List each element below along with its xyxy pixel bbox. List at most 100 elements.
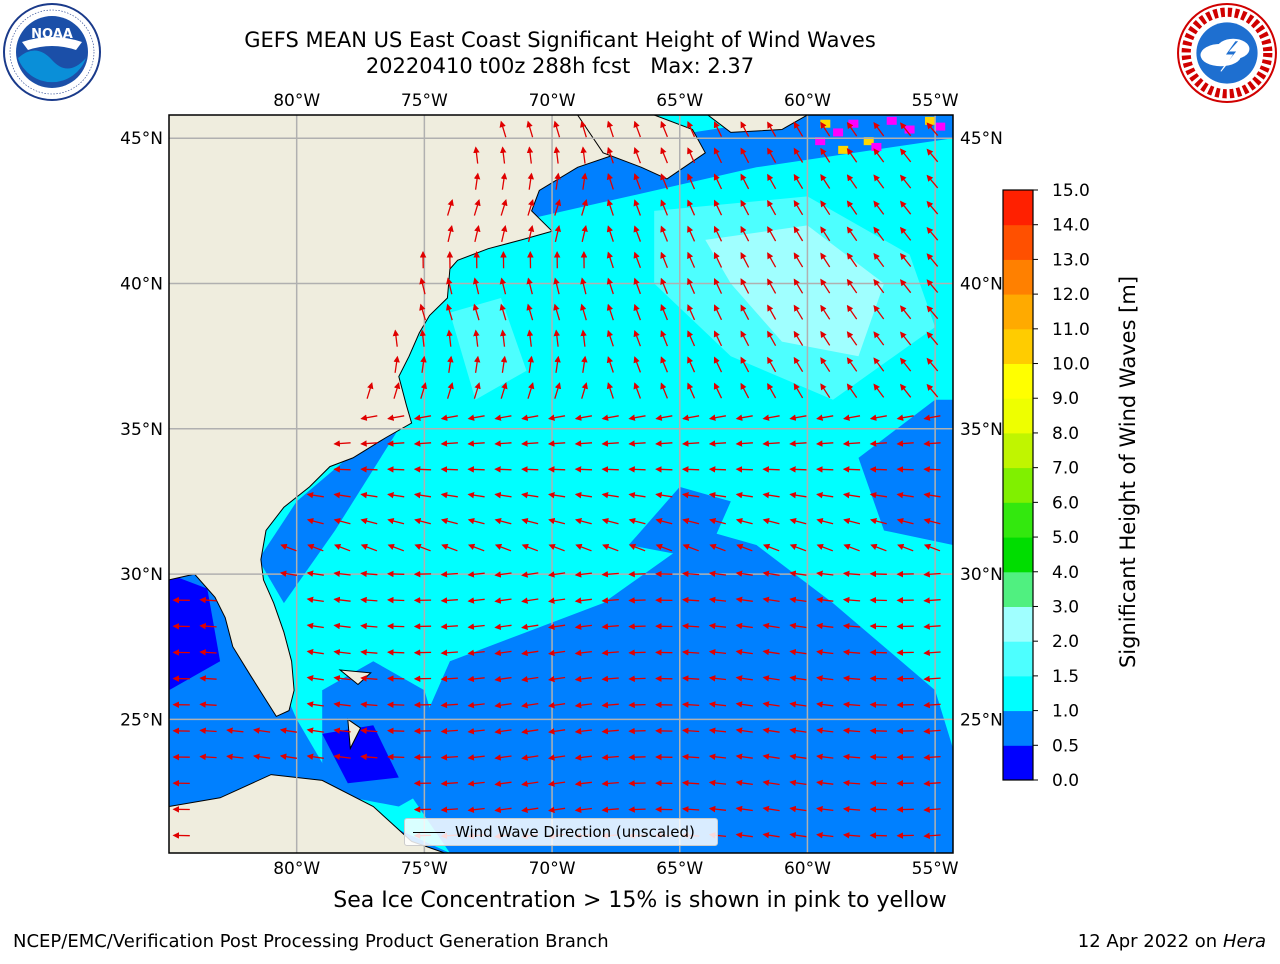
- wave-direction-arrow: [630, 678, 646, 679]
- wave-direction-arrow: [388, 705, 404, 706]
- wave-direction-arrow: [469, 469, 485, 470]
- lon-label-top: 75°W: [401, 91, 448, 111]
- lon-label-bottom: 65°W: [656, 859, 703, 879]
- lat-label-left: 40°N: [120, 275, 163, 295]
- wave-direction-arrow: [737, 469, 753, 470]
- colorbar-segment: [1003, 572, 1033, 607]
- lon-label-bottom: 55°W: [912, 859, 959, 879]
- wave-direction-arrow: [522, 469, 538, 470]
- colorbar-segment: [1003, 190, 1033, 225]
- wave-direction-arrow: [656, 469, 672, 470]
- wave-direction-arrow: [630, 574, 646, 575]
- sea-ice-caption: Sea Ice Concentration > 15% is shown in …: [210, 888, 1070, 913]
- footer-credit: NCEP/EMC/Verification Post Processing Pr…: [13, 931, 609, 952]
- lon-label-bottom: 80°W: [273, 859, 320, 879]
- lon-label-top: 65°W: [656, 91, 703, 111]
- wave-direction-arrow: [630, 469, 646, 470]
- colorbar-segment: [1003, 745, 1033, 780]
- colorbar-segment: [1003, 676, 1033, 711]
- wave-direction-arrow: [871, 600, 887, 601]
- wave-direction-arrow: [630, 757, 646, 758]
- sea-ice-cell: [871, 143, 881, 151]
- wave-direction-arrow: [630, 652, 646, 653]
- legend-label: Wind Wave Direction (unscaled): [455, 819, 695, 845]
- sea-ice-cell: [838, 146, 848, 154]
- wave-direction-arrow: [925, 469, 941, 470]
- colorbar-tick-label: 10.0: [1052, 355, 1090, 375]
- wave-direction-arrow: [388, 626, 404, 627]
- wave-direction-arrow: [362, 469, 378, 470]
- legend-line-sample: [413, 832, 445, 833]
- wave-direction-arrow: [710, 469, 726, 470]
- colorbar-tick-label: 1.0: [1052, 702, 1079, 722]
- colorbar: 0.00.51.01.52.03.04.05.06.07.08.09.010.0…: [1003, 181, 1090, 791]
- lat-label-left: 30°N: [120, 565, 163, 585]
- wave-direction-arrow: [630, 626, 646, 627]
- wave-direction-arrow: [603, 469, 619, 470]
- sea-ice-cell: [925, 117, 935, 125]
- wave-direction-arrow: [871, 574, 887, 575]
- lat-label-right: 30°N: [960, 565, 1003, 585]
- wave-direction-arrow: [871, 469, 887, 470]
- colorbar-tick-label: 13.0: [1052, 250, 1090, 270]
- colorbar-segment: [1003, 364, 1033, 399]
- colorbar-segment: [1003, 329, 1033, 364]
- colorbar-tick-label: 4.0: [1052, 563, 1079, 583]
- colorbar-segment: [1003, 711, 1033, 746]
- wave-direction-arrow: [388, 757, 404, 758]
- footer-date-text: 12 Apr 2022 on: [1078, 931, 1217, 952]
- colorbar-segment: [1003, 433, 1033, 468]
- wave-direction-arrow: [388, 600, 404, 601]
- wave-direction-arrow: [576, 469, 592, 470]
- lon-label-top: 60°W: [784, 91, 831, 111]
- colorbar-segment: [1003, 398, 1033, 433]
- footer-machine: Hera: [1223, 931, 1266, 952]
- colorbar-segment: [1003, 537, 1033, 572]
- lon-label-top: 70°W: [529, 91, 576, 111]
- colorbar-label: Significant Height of Wind Waves [m]: [1115, 272, 1141, 672]
- lon-label-top: 55°W: [912, 91, 959, 111]
- wave-direction-arrow: [388, 652, 404, 653]
- wave-direction-arrow: [871, 835, 887, 836]
- colorbar-segment: [1003, 641, 1033, 676]
- wave-direction-arrow: [871, 652, 887, 653]
- wave-direction-arrow: [871, 705, 887, 706]
- wave-direction-arrow: [791, 469, 807, 470]
- wave-direction-arrow: [871, 731, 887, 732]
- wave-direction-arrow: [496, 469, 512, 470]
- wave-direction-arrow: [898, 469, 914, 470]
- lon-label-bottom: 70°W: [529, 859, 576, 879]
- colorbar-tick-label: 0.0: [1052, 771, 1079, 791]
- wave-direction-arrow: [388, 731, 404, 732]
- wave-direction-arrow: [630, 809, 646, 810]
- lat-label-right: 25°N: [960, 710, 1003, 730]
- wave-direction-arrow: [844, 469, 860, 470]
- colorbar-tick-label: 6.0: [1052, 493, 1079, 513]
- wave-direction-arrow: [630, 600, 646, 601]
- colorbar-segment: [1003, 468, 1033, 503]
- wave-direction-arrow: [871, 626, 887, 627]
- lat-label-left: 25°N: [120, 710, 163, 730]
- wave-direction-arrow: [871, 783, 887, 784]
- lat-label-right: 35°N: [960, 420, 1003, 440]
- sea-ice-cell: [935, 123, 945, 131]
- sea-ice-cell: [887, 117, 897, 125]
- wave-direction-arrow: [415, 469, 431, 470]
- colorbar-segment: [1003, 502, 1033, 537]
- wave-direction-arrow: [442, 469, 458, 470]
- colorbar-segment: [1003, 607, 1033, 642]
- sea-ice-cell: [833, 128, 843, 136]
- wave-direction-arrow: [630, 783, 646, 784]
- lon-label-top: 80°W: [273, 91, 320, 111]
- map-area: [169, 109, 953, 853]
- wave-direction-arrow: [630, 705, 646, 706]
- wave-direction-arrow: [549, 469, 565, 470]
- lon-label-bottom: 60°W: [784, 859, 831, 879]
- colorbar-tick-label: 11.0: [1052, 320, 1090, 340]
- lat-label-left: 35°N: [120, 420, 163, 440]
- colorbar-tick-label: 1.5: [1052, 667, 1079, 687]
- colorbar-tick-label: 15.0: [1052, 181, 1090, 201]
- wave-direction-arrow: [764, 469, 780, 470]
